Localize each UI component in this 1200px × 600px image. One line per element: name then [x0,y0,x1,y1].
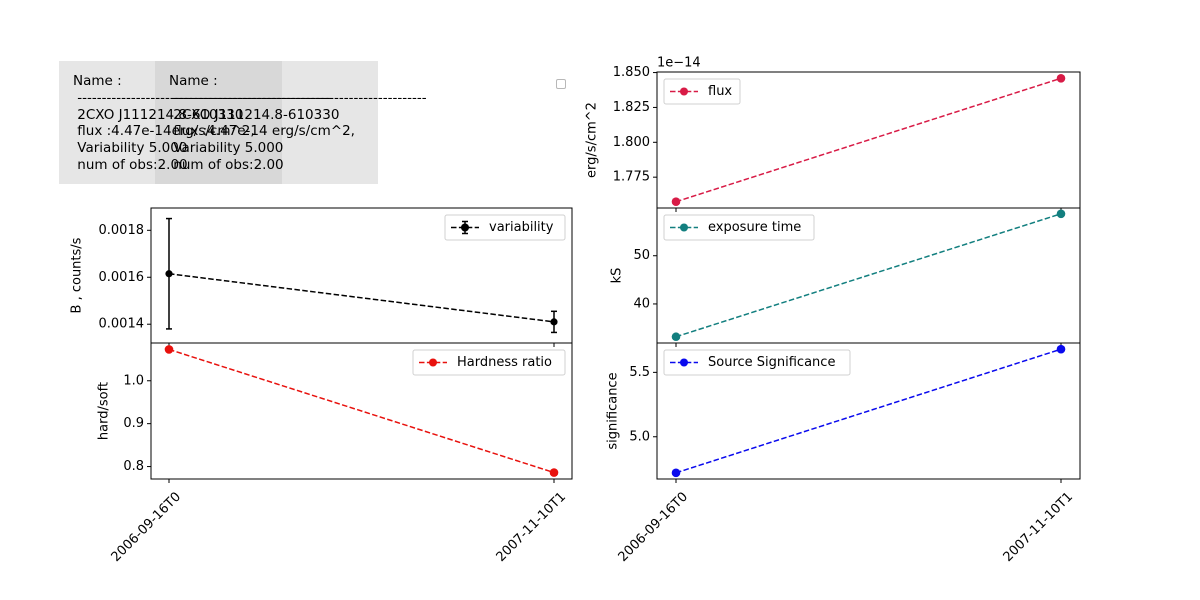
variability-y-tick-label: 0.0018 [99,223,145,238]
flux-data-point [1056,73,1066,83]
flux-legend-label: flux [708,84,732,99]
info-name-label: Name : [169,73,218,89]
flux-legend-box [663,78,741,105]
hardness-legend-box [412,349,566,376]
exposure-data-point [671,332,681,342]
hardness-series-line [168,348,555,474]
exposure-legend-label: exposure time [708,220,801,235]
exposure-series-line [675,213,1062,338]
info-name-label: Name : [73,73,122,89]
flux-y-axis-label: erg/s/cm^2 [585,102,600,178]
variability-legend-label: variability [489,220,554,235]
exposure-y-axis-label: kS [610,268,625,284]
significance-x-tick-label: 2006-09-16T0 [616,489,691,564]
hardness-x-tick-label: 2006-09-16T0 [109,489,184,564]
flux-legend-marker [680,87,688,96]
significance-data-point [671,468,681,478]
significance-legend-label: Source Significance [708,355,835,370]
info-num-obs: num of obs:2.00 [77,156,188,173]
variability-legend-box [444,214,566,241]
variability-series-line [168,272,555,323]
hardness-data-point [549,468,559,477]
flux-offset-label: 1e−14 [657,56,701,71]
flux-y-tick-label: 1.850 [613,65,650,80]
info-flux: flux :4.47e-14 erg/s/cm^2, [173,123,355,140]
hardness-data-point [164,345,174,354]
hardness-y-tick-label: 1.0 [123,373,144,388]
significance-axes-frame [656,342,1081,480]
exposure-legend-marker [680,223,688,232]
variability-y-tick-label: 0.0014 [99,317,145,332]
significance-legend-box [663,349,851,376]
info-source-name: 2CXO J111214.8-610330 [77,106,244,123]
variability-y-tick-label: 0.0016 [99,270,145,285]
hardness-axes-frame [150,342,573,480]
exposure-data-point [1056,209,1066,219]
info-panel-background-left [59,61,378,184]
flux-data-point [671,197,681,207]
info-panel-background-right [155,61,282,184]
hardness-y-axis-label: hard/soft [97,382,112,440]
info-panel-right: Name : ---------------------------------… [169,73,427,174]
hardness-y-tick-label: 0.9 [123,416,144,431]
info-source-name: 2CXO J111214.8-610330 [173,106,340,123]
flux-y-tick-label: 1.825 [613,100,650,115]
flux-y-tick-label: 1.775 [613,170,650,185]
info-separator: ----------------------------------------… [77,89,331,106]
info-variability: Variability 5.000 [173,140,284,157]
info-variability: Variability 5.000 [77,140,188,157]
info-panel-left: Name : ---------------------------------… [73,73,331,174]
significance-data-point [1056,344,1066,354]
exposure-y-tick-label: 40 [633,296,650,311]
exposure-y-tick-label: 50 [633,248,650,263]
significance-series-line [675,348,1062,474]
significance-y-tick-label: 5.0 [629,429,650,444]
significance-legend-marker [680,358,688,367]
hardness-x-tick-label: 2007-11-10T1 [494,489,569,564]
variability-data-point [165,270,173,278]
info-separator: ----------------------------------------… [173,89,427,106]
flux-series-line [675,77,1062,203]
info-num-obs: num of obs:2.00 [173,156,284,173]
hardness-legend-marker [429,358,437,367]
variability-legend-marker [461,223,469,232]
variability-data-point [550,318,558,326]
hardness-y-tick-label: 0.8 [123,459,144,474]
hardness-legend-label: Hardness ratio [457,355,552,370]
significance-y-axis-label: significance [606,372,621,449]
info-flux: flux :4.47e-14erg/s/cm^2, [77,123,255,140]
variability-y-axis-label: B , counts/s [70,237,85,313]
flux-y-tick-label: 1.800 [613,135,650,150]
significance-y-tick-label: 5.5 [629,365,650,380]
exposure-legend-box [663,214,815,241]
legend-toggle-checkbox[interactable] [556,79,566,89]
significance-x-tick-label: 2007-11-10T1 [1001,489,1076,564]
